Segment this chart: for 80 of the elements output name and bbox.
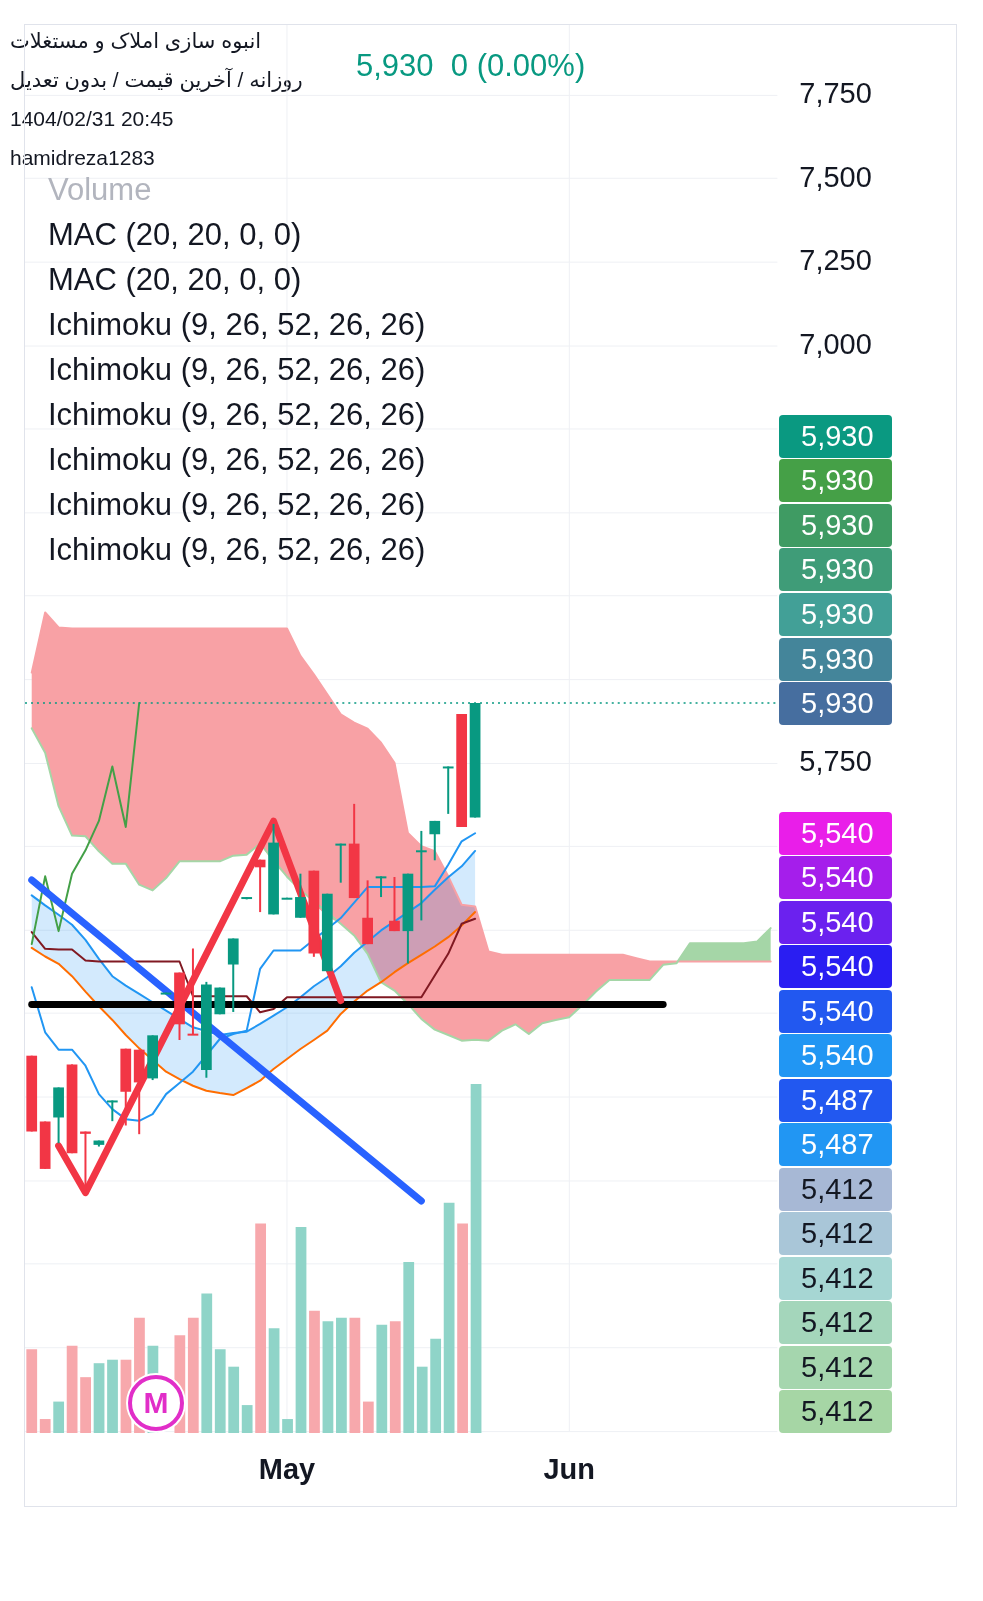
bar xyxy=(362,1401,374,1433)
bar xyxy=(349,1317,361,1433)
text: 5,930 xyxy=(801,507,874,543)
text: 5,540 xyxy=(801,1038,874,1073)
annotation: hamidreza1283 xyxy=(10,144,155,170)
text: 5,540 xyxy=(801,815,874,851)
annotation: 1404/02/31 20:45 xyxy=(10,105,174,131)
y-tick-label: 7,000 xyxy=(799,327,872,360)
chart-title: انبوه سازی املاک و مستغلات xyxy=(10,28,262,54)
candlestick xyxy=(442,765,454,815)
annotation: Volume xyxy=(48,171,152,209)
bar xyxy=(53,1401,65,1433)
candlestick xyxy=(106,1099,118,1123)
bar xyxy=(39,1419,51,1433)
text: 5,412 xyxy=(801,1394,874,1429)
annotation: Ichimoku (9, 26, 52, 26, 26) xyxy=(48,531,426,569)
bar xyxy=(389,1321,401,1433)
annotation: Ichimoku (9, 26, 52, 26, 26) xyxy=(48,351,426,389)
x-tick-label: May xyxy=(258,1453,316,1486)
bar xyxy=(295,1227,307,1433)
y-tick-label: 7,750 xyxy=(799,77,872,110)
bar xyxy=(187,1317,199,1433)
y-tick-label: 5,750 xyxy=(799,745,872,778)
text: 5,540 xyxy=(801,949,874,984)
text: 5,930 xyxy=(801,552,874,588)
annotation: 5,930 0 (0.00%) xyxy=(356,47,586,85)
bar xyxy=(430,1338,442,1433)
annotation: Ichimoku (9, 26, 52, 26, 26) xyxy=(48,441,426,479)
bar xyxy=(255,1223,267,1433)
bar xyxy=(282,1419,293,1433)
text: 5,930 xyxy=(801,686,874,722)
candlestick xyxy=(335,842,347,884)
bar xyxy=(403,1261,415,1433)
text: 5,930 xyxy=(801,597,874,633)
text: 5,540 xyxy=(801,904,874,940)
annotation: MAC (20, 20, 0, 0) xyxy=(48,216,302,254)
bar xyxy=(26,1349,38,1433)
bar xyxy=(66,1345,78,1433)
text: 5,487 xyxy=(801,1082,874,1118)
bar xyxy=(416,1366,428,1433)
text: 5,930 xyxy=(801,418,874,454)
y-tick-label: 7,500 xyxy=(799,160,872,193)
bar xyxy=(443,1202,455,1433)
annotation: Ichimoku (9, 26, 52, 26, 26) xyxy=(48,396,426,434)
bar xyxy=(336,1317,347,1433)
bar xyxy=(93,1363,105,1433)
x-tick-label: Jun xyxy=(543,1453,595,1486)
annotation: MAC (20, 20, 0, 0) xyxy=(48,261,302,299)
candlestick xyxy=(375,875,387,899)
bar xyxy=(80,1377,91,1433)
bar xyxy=(309,1310,320,1433)
candlestick xyxy=(389,876,400,933)
bar xyxy=(201,1293,213,1433)
text: روزانه / آخرین قیمت / بدون تعدیل xyxy=(10,67,303,93)
annotation: Ichimoku (9, 26, 52, 26, 26) xyxy=(48,306,426,344)
text: 5,930 xyxy=(801,641,874,677)
text: 5,412 xyxy=(801,1171,874,1207)
text: 5,540 xyxy=(801,993,874,1029)
text: 5,412 xyxy=(801,1260,874,1296)
candlestick xyxy=(415,829,427,922)
candlestick xyxy=(295,872,306,919)
text: 5,412 xyxy=(801,1305,874,1340)
bar xyxy=(228,1366,240,1433)
bar xyxy=(457,1223,468,1433)
text: 5,487 xyxy=(801,1127,874,1162)
candlestick xyxy=(187,947,199,1036)
bar xyxy=(470,1084,482,1433)
bar xyxy=(214,1349,226,1433)
text: 5,540 xyxy=(801,860,874,895)
bar xyxy=(268,1328,280,1433)
text: 5,412 xyxy=(801,1349,874,1385)
bar xyxy=(322,1321,334,1433)
bar xyxy=(241,1405,253,1433)
text: 5,412 xyxy=(801,1216,874,1251)
bar xyxy=(107,1359,118,1433)
bar xyxy=(376,1324,388,1433)
candlestick xyxy=(429,819,441,862)
annotation: Ichimoku (9, 26, 52, 26, 26) xyxy=(48,486,426,524)
y-tick-label: 7,250 xyxy=(799,244,872,277)
text: 5,930 xyxy=(801,463,874,499)
